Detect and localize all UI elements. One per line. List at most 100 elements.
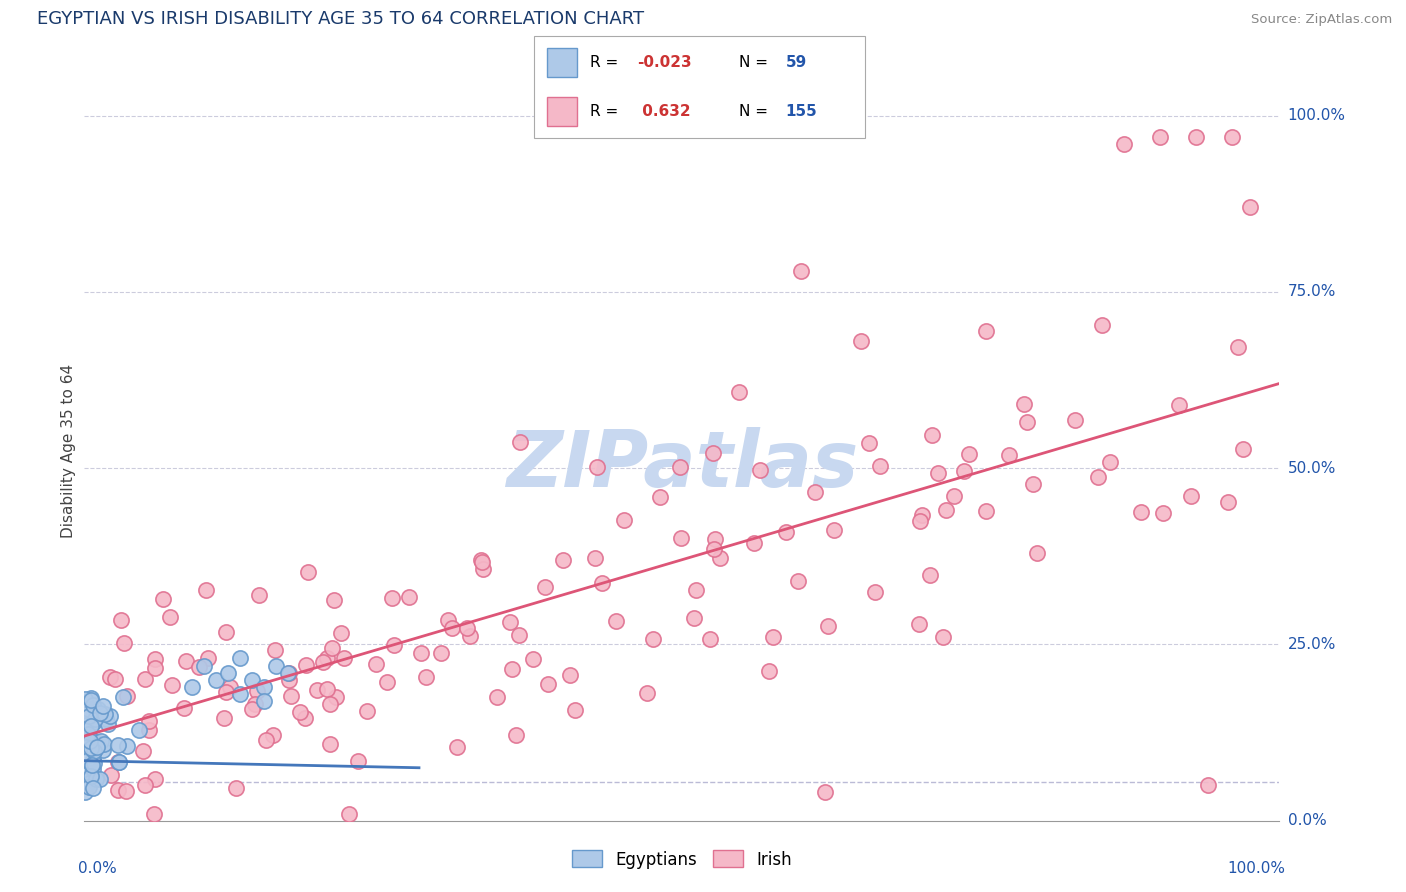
Point xyxy=(100,768,122,782)
Point xyxy=(1021,476,1043,491)
Point xyxy=(278,673,301,688)
Point xyxy=(648,490,671,504)
Point xyxy=(1087,470,1109,484)
Point xyxy=(110,613,132,627)
Point xyxy=(188,660,211,674)
Point xyxy=(111,690,134,705)
Point xyxy=(193,658,215,673)
Point xyxy=(1197,778,1219,792)
Point xyxy=(242,702,264,716)
Point xyxy=(84,734,107,748)
Point xyxy=(138,723,160,737)
Point xyxy=(325,690,347,704)
Point xyxy=(83,744,105,758)
Point xyxy=(470,553,492,567)
Point xyxy=(1014,397,1036,411)
Point xyxy=(974,504,997,518)
Point xyxy=(243,698,266,712)
Point xyxy=(80,692,103,706)
Text: R =: R = xyxy=(591,54,624,70)
Point xyxy=(446,740,468,755)
Point xyxy=(174,654,197,668)
Point xyxy=(485,690,508,705)
Bar xyxy=(547,97,578,126)
Point xyxy=(749,463,772,477)
Point xyxy=(212,711,235,725)
Point xyxy=(254,733,277,747)
Point xyxy=(117,739,139,753)
Point xyxy=(319,698,342,712)
Point xyxy=(1239,200,1261,214)
Point xyxy=(73,692,96,706)
Point xyxy=(82,751,104,765)
Point xyxy=(605,614,627,628)
Point xyxy=(112,636,135,650)
Point xyxy=(437,613,460,627)
Point xyxy=(337,806,360,821)
Y-axis label: Disability Age 35 to 64: Disability Age 35 to 64 xyxy=(60,363,76,538)
Point xyxy=(107,739,129,753)
Point xyxy=(1180,489,1202,503)
Text: 50.0%: 50.0% xyxy=(1288,460,1336,475)
Text: 100.0%: 100.0% xyxy=(1288,108,1346,123)
Point xyxy=(709,550,731,565)
Point xyxy=(173,700,195,714)
Point xyxy=(132,744,155,758)
Point xyxy=(505,728,527,742)
Point xyxy=(262,728,284,742)
Point xyxy=(522,651,544,665)
Point xyxy=(253,680,276,694)
Point xyxy=(366,657,388,671)
Point xyxy=(84,772,107,787)
Point xyxy=(790,263,813,277)
Point xyxy=(75,718,97,732)
Point xyxy=(128,723,150,737)
Point xyxy=(75,739,97,754)
Point xyxy=(1220,129,1243,144)
Point xyxy=(160,678,183,692)
Point xyxy=(471,562,494,576)
Text: N =: N = xyxy=(740,104,773,120)
Point xyxy=(536,676,558,690)
Point xyxy=(247,588,270,602)
Point xyxy=(786,574,808,589)
Text: 75.0%: 75.0% xyxy=(1288,285,1336,300)
Point xyxy=(297,565,319,579)
Point xyxy=(323,593,346,607)
Point xyxy=(1149,129,1171,144)
Point xyxy=(382,639,405,653)
Point xyxy=(197,650,219,665)
Point xyxy=(329,626,352,640)
Point xyxy=(441,621,464,635)
Point xyxy=(411,647,433,661)
Point xyxy=(143,651,166,665)
Point xyxy=(82,762,104,776)
Point xyxy=(551,553,574,567)
Point xyxy=(321,640,343,655)
Point xyxy=(114,784,136,798)
Point xyxy=(86,739,108,754)
Point xyxy=(280,689,302,703)
Text: 100.0%: 100.0% xyxy=(1227,862,1285,876)
Bar xyxy=(547,48,578,77)
Point xyxy=(94,712,117,726)
Point xyxy=(333,651,356,665)
Point xyxy=(501,662,523,676)
Point xyxy=(159,609,181,624)
Point xyxy=(817,618,839,632)
Point xyxy=(375,675,398,690)
Point xyxy=(77,708,100,723)
Point xyxy=(80,691,103,706)
Point xyxy=(89,706,111,721)
Point xyxy=(98,670,121,684)
Point xyxy=(307,683,329,698)
Point xyxy=(215,624,238,639)
Point xyxy=(499,615,522,629)
Point xyxy=(84,712,107,726)
Point xyxy=(138,714,160,728)
Point xyxy=(75,785,97,799)
Point xyxy=(90,733,112,747)
Point xyxy=(1232,442,1254,456)
Point xyxy=(669,460,692,475)
Point xyxy=(583,551,606,566)
